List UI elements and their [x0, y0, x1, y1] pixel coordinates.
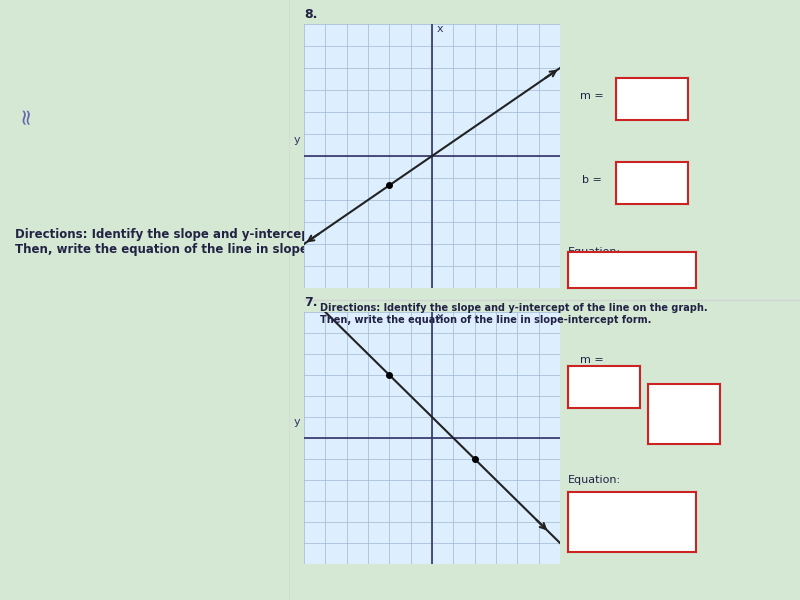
Text: 7.: 7. [304, 296, 318, 309]
Text: x: x [437, 311, 444, 322]
Text: Equation:: Equation: [568, 475, 621, 485]
Text: m =: m = [580, 91, 604, 101]
Text: b =: b = [662, 385, 682, 395]
Text: Directions: Identify the slope and y-intercept of the line on the graph.
Then, w: Directions: Identify the slope and y-int… [15, 228, 482, 256]
Text: y: y [294, 135, 300, 145]
Text: m =: m = [580, 355, 604, 365]
Text: Directions: Identify the slope and y-intercept of the line on the graph.
Then, w: Directions: Identify the slope and y-int… [320, 303, 708, 325]
Text: 8.: 8. [304, 8, 318, 21]
Text: x: x [437, 24, 444, 34]
Text: ≈: ≈ [16, 106, 36, 124]
Text: y: y [294, 418, 300, 427]
Text: Equation:: Equation: [568, 247, 621, 257]
Text: b =: b = [582, 175, 602, 185]
